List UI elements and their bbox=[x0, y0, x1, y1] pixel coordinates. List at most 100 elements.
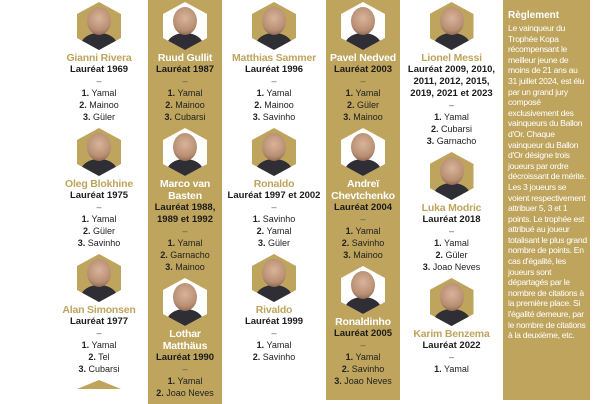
portrait-hexagon bbox=[341, 2, 385, 50]
vote-rank-row: 2. Joao Neves bbox=[156, 387, 214, 399]
player-name: Güler bbox=[268, 238, 291, 248]
rank-number: 3. bbox=[165, 262, 173, 272]
laureate-column: Ruud Gullit Lauréat 1987 –1. Yamal 2. Maino… bbox=[148, 0, 222, 404]
portrait-face bbox=[439, 157, 464, 185]
portrait-face bbox=[351, 271, 375, 299]
portrait-hexagon bbox=[77, 254, 121, 302]
player-name: Cubarsi bbox=[441, 124, 473, 134]
player-name: Cubarsi bbox=[88, 364, 120, 374]
laureate-card: Marco van Basten Lauréat 1988, 1989 et 19… bbox=[151, 128, 219, 273]
rank-number: 2. bbox=[341, 364, 350, 374]
rank-number: 1. bbox=[167, 88, 176, 98]
rank-number: 3. bbox=[82, 112, 91, 122]
laureate-name: Ruud Gullit bbox=[157, 52, 213, 64]
player-name: Yamal bbox=[266, 88, 292, 98]
laureate-name: Ronaldo bbox=[253, 178, 295, 190]
portrait-face bbox=[439, 7, 464, 35]
player-name: Mainoo bbox=[264, 100, 294, 110]
portrait-face bbox=[173, 283, 197, 311]
player-name: Joao Neves bbox=[166, 388, 214, 398]
vote-rank-row: 2. Savinho bbox=[342, 237, 385, 249]
vote-rank-row: 2. Güler bbox=[347, 99, 379, 111]
rank-number: 3. bbox=[426, 136, 435, 146]
laureate-name: Alan Simonsen bbox=[62, 304, 136, 316]
laureate-years: Lauréat 2018 bbox=[422, 214, 481, 225]
player-name: Güler bbox=[93, 226, 116, 236]
rules-box: Règlement Le vainqueur du Trophée Kopa r… bbox=[503, 0, 590, 400]
laureate-card: Ronaldinho Lauréat 2005–1. Yamal 2. Savinh… bbox=[329, 266, 397, 387]
portrait-face bbox=[439, 283, 464, 311]
player-name: Yamal bbox=[444, 364, 469, 374]
laureate-card: Matthias Sammer Lauréat 1996–1. Yamal 2. M… bbox=[225, 2, 323, 123]
player-name: Joao Neves bbox=[432, 262, 481, 272]
vote-rank-row: 3. Joao Neves bbox=[423, 261, 481, 273]
separator-dash: – bbox=[448, 100, 454, 110]
rank-number: 1. bbox=[167, 238, 176, 248]
vote-rank-row: 3. Mainoo bbox=[343, 249, 383, 261]
rank-number: 2. bbox=[341, 238, 350, 248]
vote-rank-row: 2. Mainoo bbox=[165, 99, 205, 111]
laureate-years: Lauréat 1987 bbox=[155, 64, 215, 75]
player-name: Cubarsi bbox=[174, 112, 206, 122]
separator-dash: – bbox=[182, 364, 188, 374]
vote-rank-row: 1. Yamal bbox=[434, 237, 469, 249]
rank-number: 2. bbox=[252, 352, 261, 362]
separator-dash: – bbox=[360, 214, 366, 224]
laureate-card: Lionel Messi Lauréat 2009, 2010, 2011, 20… bbox=[403, 2, 500, 147]
rank-number: 3. bbox=[343, 250, 351, 260]
laureate-card: Alan Simonsen Lauréat 1977–1. Yamal 2. Tel… bbox=[53, 254, 145, 375]
player-name: Yamal bbox=[355, 226, 381, 236]
laureate-name: Pavel Nedved bbox=[330, 52, 396, 64]
rank-number: 1. bbox=[252, 214, 261, 224]
player-name: Mainoo bbox=[353, 250, 383, 260]
vote-rank-row: 1. Yamal bbox=[168, 375, 203, 387]
portrait-face bbox=[87, 133, 111, 161]
laureate-column: Lionel Messi Lauréat 2009, 2010, 2011, 20… bbox=[400, 0, 503, 400]
vote-rank-row: 3. Mainoo bbox=[343, 111, 383, 123]
vote-rank-row: 2. Yamal bbox=[257, 225, 292, 237]
separator-dash: – bbox=[271, 328, 277, 338]
rules-text: Le vainqueur du Trophée Kopa récompensan… bbox=[508, 23, 587, 341]
player-name: Güler bbox=[445, 250, 468, 260]
laureate-column: Matthias Sammer Lauréat 1996–1. Yamal 2. M… bbox=[222, 0, 326, 400]
rank-number: 2. bbox=[256, 226, 265, 236]
laureate-card: Lothar Matthäus Lauréat 1990–1. Yamal 2. J… bbox=[151, 278, 219, 399]
separator-dash: – bbox=[271, 202, 277, 212]
player-name: Yamal bbox=[91, 214, 117, 224]
laureate-years: Lauréat 1997 et 2002 bbox=[227, 190, 321, 201]
portrait-hexagon bbox=[77, 128, 121, 176]
vote-rank-row: 3. Savinho bbox=[253, 111, 296, 123]
rank-number: 2. bbox=[430, 124, 439, 134]
portrait-face bbox=[262, 259, 286, 287]
portrait-hexagon bbox=[429, 278, 474, 326]
vote-rank-row: 1. Savinho bbox=[253, 213, 296, 225]
vote-rank-row: 2. Güler bbox=[435, 249, 467, 261]
portrait-hexagon bbox=[163, 278, 207, 326]
rank-number: 2. bbox=[156, 388, 164, 398]
portrait-face bbox=[351, 7, 375, 35]
vote-rank-row: 1. Yamal bbox=[346, 87, 381, 99]
vote-rank-row: 3. Mainoo bbox=[165, 261, 205, 273]
portrait-hexagon bbox=[341, 266, 385, 314]
rank-number: 3. bbox=[77, 238, 86, 248]
player-name: Yamal bbox=[266, 226, 292, 236]
rank-number: 1. bbox=[434, 364, 442, 374]
vote-rank-row: 3. Cubarsi bbox=[78, 363, 119, 375]
player-name: Savinho bbox=[351, 238, 385, 248]
player-name: Savinho bbox=[351, 364, 385, 374]
vote-rank-row: 2. Tel bbox=[88, 351, 109, 363]
portrait-hexagon bbox=[163, 2, 207, 50]
player-name: Savinho bbox=[262, 214, 296, 224]
laureate-years: Lauréat 1999 bbox=[244, 316, 304, 327]
vote-rank-row: 2. Savinho bbox=[342, 363, 385, 375]
laureate-years: Lauréat 1996 bbox=[244, 64, 304, 75]
player-name: Savinho bbox=[262, 352, 296, 362]
laureate-name: Lothar Matthäus bbox=[162, 328, 208, 352]
rank-number: 2. bbox=[165, 100, 173, 110]
rank-number: 1. bbox=[81, 340, 90, 350]
portrait-hexagon bbox=[429, 2, 474, 50]
laureate-name: Ronaldinho bbox=[335, 316, 391, 328]
portrait-hexagon-top bbox=[77, 380, 121, 389]
player-name: Yamal bbox=[91, 88, 117, 98]
player-name: Yamal bbox=[444, 112, 469, 122]
